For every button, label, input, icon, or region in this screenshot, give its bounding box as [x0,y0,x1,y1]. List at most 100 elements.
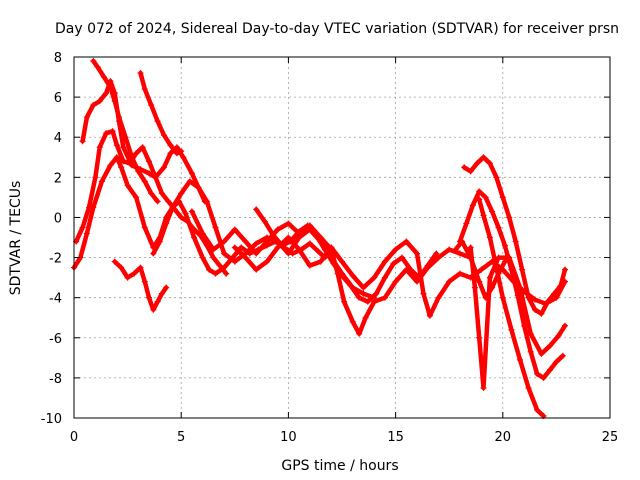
data-point-marker [120,158,127,165]
data-point-marker [306,262,313,269]
data-point-marker [399,254,406,261]
data-point-marker [92,174,99,181]
data-point-marker [103,130,110,137]
series-arc-5 [111,258,170,313]
data-point-marker [501,242,508,249]
data-point-marker [253,250,260,257]
data-point-marker [476,188,483,195]
data-point-marker [231,244,238,251]
data-point-marker [188,170,195,177]
data-point-marker [486,160,493,167]
data-point-marker [182,210,189,217]
data-point-marker [212,270,219,277]
data-point-marker [478,266,485,273]
data-point-marker [253,266,260,273]
data-point-marker [141,178,148,185]
data-point-marker [540,374,547,381]
x-tick-label: 25 [602,430,619,445]
data-point-marker [403,238,410,245]
data-point-marker [364,298,371,305]
x-tick-label: 20 [495,430,512,445]
data-point-marker [167,142,174,149]
data-point-marker [317,258,324,265]
data-point-marker [501,258,508,265]
data-point-marker [133,194,140,201]
data-point-marker [390,260,397,267]
data-point-marker [210,246,217,253]
data-point-marker [131,270,138,277]
data-point-marker [486,234,493,241]
data-point-marker [120,144,127,151]
data-point-marker [163,284,170,291]
series-arc-15 [452,238,508,301]
data-point-marker [525,384,532,391]
data-point-marker [146,170,153,177]
series-line [253,207,439,304]
data-point-marker [506,214,513,221]
data-point-marker [373,290,380,297]
y-axis-label: SDTVAR / TECUs [8,181,24,296]
y-tick-label: -4 [49,292,62,307]
series-arc-14 [476,196,547,419]
data-point-marker [339,272,345,279]
y-tick-label: -8 [49,372,62,387]
data-point-marker [180,154,187,161]
data-point-marker [349,318,356,325]
data-point-marker [184,218,191,225]
data-point-marker [313,232,320,239]
data-point-marker [407,266,414,273]
data-point-marker [285,234,292,241]
data-point-marker [476,334,483,341]
data-point-marker [206,266,213,273]
data-point-marker [362,314,369,321]
data-point-marker [98,178,105,185]
data-point-marker [424,262,431,269]
data-point-marker [306,240,313,247]
data-point-marker [186,178,193,185]
data-point-marker [435,254,442,261]
data-point-marker [161,132,168,139]
y-tick-label: 0 [54,211,62,226]
data-point-marker [141,86,148,93]
data-point-marker [538,310,545,317]
data-point-marker [158,190,165,197]
series-arc-13 [467,244,568,391]
data-point-marker [221,250,228,257]
data-point-marker [135,168,142,175]
data-point-marker [150,250,157,257]
data-point-marker [103,90,110,97]
data-point-marker [261,218,268,225]
data-point-marker [148,102,155,109]
data-point-marker [486,274,493,281]
data-point-marker [381,294,388,301]
data-point-marker [381,274,388,281]
x-tick-label: 15 [387,430,404,445]
x-tick-label: 0 [70,430,78,445]
data-point-marker [538,350,545,357]
data-point-marker [420,290,427,297]
data-point-marker [482,194,489,201]
data-point-marker [90,58,97,65]
chart-title: Day 072 of 2024, Sidereal Day-to-day VTE… [55,21,619,37]
data-point-marker [199,254,206,261]
y-tick-label: 2 [54,171,62,186]
data-point-marker [495,224,502,231]
data-point-marker [126,160,133,167]
data-point-marker [328,244,335,251]
ticks: -10 -8 -6 -4 -2 0 2 4 6 8 0 5 10 15 20 25 [41,51,619,445]
data-point-marker [508,326,515,333]
data-point-marker [167,150,174,157]
data-point-marker [270,232,277,239]
series-arc-9 [253,206,440,305]
data-point-marker [158,290,165,297]
data-point-marker [124,274,131,281]
data-point-marker [512,238,519,245]
data-point-marker [360,284,367,291]
data-point-marker [493,264,500,271]
data-point-marker [480,154,487,161]
series-line [453,239,508,300]
data-point-marker [463,220,470,227]
data-point-marker [154,298,161,305]
data-point-marker [315,248,322,255]
data-point-marker [118,264,125,271]
